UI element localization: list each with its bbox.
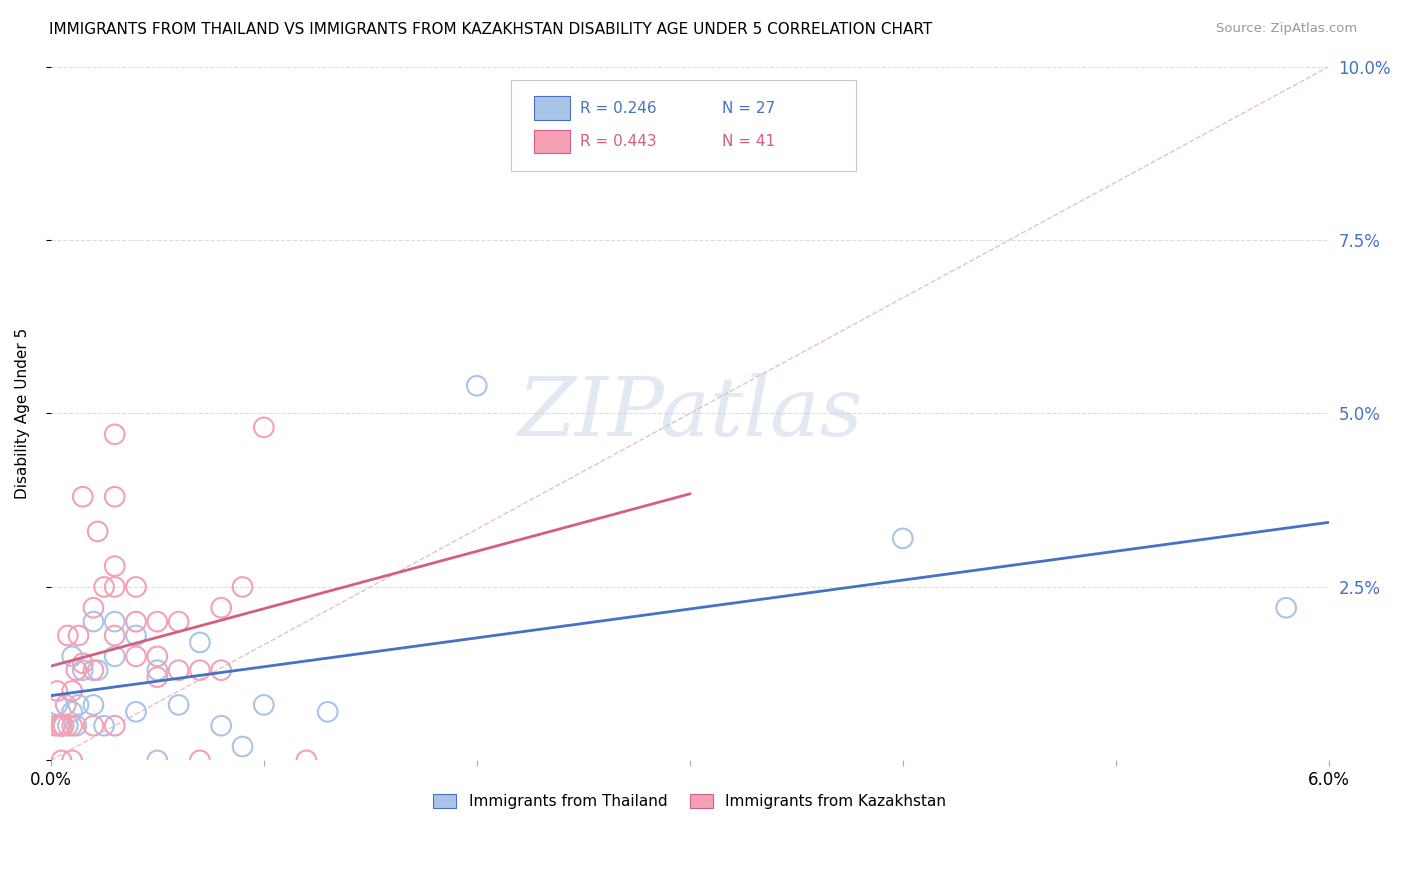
Point bbox=[86, 663, 108, 677]
Point bbox=[146, 753, 169, 767]
Point bbox=[86, 524, 108, 539]
Point bbox=[72, 490, 94, 504]
Text: N = 41: N = 41 bbox=[721, 134, 775, 149]
Point bbox=[104, 580, 127, 594]
Point bbox=[46, 684, 69, 698]
Text: R = 0.443: R = 0.443 bbox=[579, 134, 657, 149]
Point bbox=[167, 615, 190, 629]
Point bbox=[51, 719, 73, 733]
Point bbox=[104, 719, 127, 733]
Point bbox=[56, 628, 79, 642]
Point bbox=[82, 719, 104, 733]
Point bbox=[465, 378, 488, 392]
Text: R = 0.246: R = 0.246 bbox=[579, 101, 657, 116]
Point bbox=[104, 615, 127, 629]
Point bbox=[60, 649, 83, 664]
Point bbox=[188, 635, 211, 649]
Point bbox=[125, 615, 148, 629]
Point bbox=[125, 628, 148, 642]
Point bbox=[104, 427, 127, 442]
Point bbox=[82, 698, 104, 712]
Point bbox=[51, 719, 73, 733]
Point bbox=[316, 705, 339, 719]
Point bbox=[52, 719, 75, 733]
Point bbox=[65, 663, 87, 677]
Text: N = 27: N = 27 bbox=[721, 101, 775, 116]
Point bbox=[48, 719, 70, 733]
Point bbox=[104, 649, 127, 664]
Point bbox=[146, 663, 169, 677]
FancyBboxPatch shape bbox=[510, 80, 856, 170]
Point bbox=[1275, 600, 1298, 615]
Bar bbox=[534, 129, 569, 153]
Point bbox=[167, 663, 190, 677]
Point bbox=[46, 698, 69, 712]
Point bbox=[167, 698, 190, 712]
Point bbox=[67, 698, 90, 712]
Text: Source: ZipAtlas.com: Source: ZipAtlas.com bbox=[1216, 22, 1357, 36]
Point bbox=[125, 705, 148, 719]
Bar bbox=[534, 96, 569, 120]
Point bbox=[104, 559, 127, 574]
Point bbox=[72, 663, 94, 677]
Point bbox=[55, 698, 77, 712]
Text: IMMIGRANTS FROM THAILAND VS IMMIGRANTS FROM KAZAKHSTAN DISABILITY AGE UNDER 5 CO: IMMIGRANTS FROM THAILAND VS IMMIGRANTS F… bbox=[49, 22, 932, 37]
Point bbox=[295, 753, 318, 767]
Point bbox=[188, 663, 211, 677]
Point bbox=[188, 753, 211, 767]
Point bbox=[44, 719, 66, 733]
Point bbox=[60, 719, 83, 733]
Y-axis label: Disability Age Under 5: Disability Age Under 5 bbox=[15, 328, 30, 500]
Point bbox=[209, 719, 232, 733]
Point bbox=[209, 663, 232, 677]
Point bbox=[60, 684, 83, 698]
Point bbox=[93, 580, 115, 594]
Point bbox=[146, 615, 169, 629]
Point bbox=[82, 600, 104, 615]
Point bbox=[104, 490, 127, 504]
Point bbox=[146, 649, 169, 664]
Point bbox=[82, 663, 104, 677]
Point bbox=[93, 719, 115, 733]
Point bbox=[67, 628, 90, 642]
Point bbox=[125, 649, 148, 664]
Point bbox=[253, 420, 276, 434]
Text: ZIPatlas: ZIPatlas bbox=[517, 374, 862, 453]
Point bbox=[253, 698, 276, 712]
Point bbox=[231, 739, 253, 754]
Point bbox=[60, 753, 83, 767]
Point bbox=[60, 705, 83, 719]
Point bbox=[231, 580, 253, 594]
Point bbox=[72, 657, 94, 671]
Point bbox=[56, 719, 79, 733]
Point bbox=[104, 628, 127, 642]
Point bbox=[146, 670, 169, 684]
Point bbox=[891, 532, 914, 546]
Point bbox=[65, 719, 87, 733]
Point bbox=[51, 753, 73, 767]
Point bbox=[209, 600, 232, 615]
Legend: Immigrants from Thailand, Immigrants from Kazakhstan: Immigrants from Thailand, Immigrants fro… bbox=[427, 788, 952, 815]
Point bbox=[125, 580, 148, 594]
Point bbox=[82, 615, 104, 629]
